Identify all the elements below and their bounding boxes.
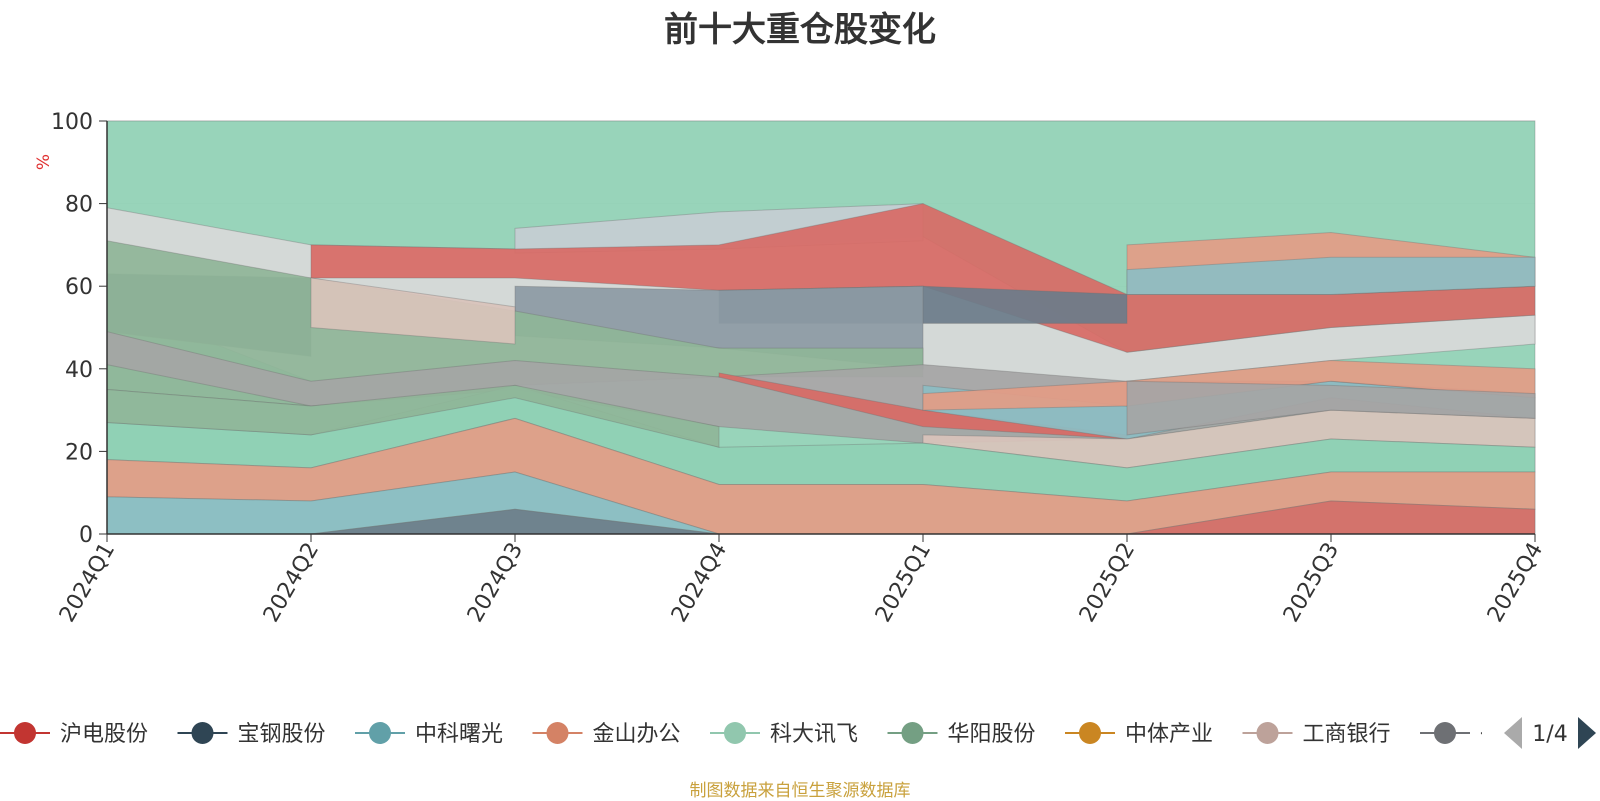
legend-circle-marker (1434, 722, 1456, 744)
legend-circle-marker (369, 722, 391, 744)
legend-circle-marker (546, 722, 569, 744)
legend-label: 工商银行 (1303, 722, 1391, 747)
y-axis-unit-label: % (34, 154, 54, 170)
legend-item[interactable]: 工商银行 (1242, 722, 1391, 747)
legend-circle-marker (191, 722, 214, 744)
legend-label: 金山办公 (593, 722, 681, 747)
legend: 沪电股份 宝钢股份 中科曙光 金山办公 科大讯飞 华阳股份 中体产业 工商银行 亻 (0, 722, 1502, 747)
legend-label: 沪电股份 (60, 722, 148, 747)
source-note: 制图数据来自恒生聚源数据库 (689, 781, 911, 801)
legend-item[interactable]: 宝钢股份 (177, 722, 326, 747)
area-band-16 (1126, 380, 1536, 436)
x-tick-label: 2024Q3 (463, 539, 528, 627)
legend-label: 中体产业 (1125, 722, 1213, 747)
legend-item[interactable]: 中体产业 (1065, 722, 1213, 747)
legend-label: 中科曙光 (415, 722, 503, 747)
legend-item[interactable]: 亻 (1420, 722, 1502, 747)
area-band-3 (310, 203, 1536, 353)
y-tick-label: 40 (65, 358, 93, 383)
legend-item[interactable]: 中科曙光 (355, 722, 503, 747)
y-tick-label: 0 (79, 523, 93, 548)
legend-item[interactable]: 金山办公 (532, 722, 681, 747)
area-bands (106, 120, 1536, 535)
x-tick-label: 2024Q4 (667, 539, 732, 627)
x-tick-label: 2025Q3 (1279, 539, 1344, 627)
legend-label: 科大讯飞 (770, 722, 858, 747)
y-tick-label: 80 (65, 193, 93, 218)
legend-circle-marker (1079, 722, 1101, 744)
area-band-18 (106, 384, 720, 448)
legend-next-page-button[interactable] (1578, 717, 1596, 749)
legend-prev-page-button[interactable] (1504, 717, 1522, 749)
y-tick-label: 20 (65, 440, 93, 465)
x-tick-label: 2025Q2 (1075, 539, 1140, 627)
x-tick-label: 2025Q4 (1483, 539, 1548, 627)
legend-circle-marker (14, 722, 36, 744)
legend-label: 华阳股份 (948, 722, 1036, 747)
chart-title: 前十大重仓股变化 (664, 10, 936, 50)
area-band-9 (310, 277, 516, 345)
legend-item[interactable]: 华阳股份 (887, 722, 1036, 747)
legend-item[interactable]: 沪电股份 (0, 722, 148, 747)
legend-label: 亻 (1480, 722, 1502, 747)
legend-item[interactable]: 科大讯飞 (710, 722, 858, 747)
legend-pager: 1/4 (1504, 717, 1596, 749)
legend-page-indicator: 1/4 (1532, 722, 1567, 747)
x-tick-label: 2024Q1 (55, 539, 120, 627)
legend-circle-marker (1256, 722, 1279, 744)
legend-circle-marker (724, 722, 746, 744)
x-tick-label: 2025Q1 (871, 539, 936, 627)
y-tick-label: 60 (65, 275, 93, 300)
x-tick-label: 2024Q2 (259, 539, 324, 627)
legend-label: 宝钢股份 (238, 722, 326, 747)
legend-circle-marker (901, 722, 924, 744)
y-tick-label: 100 (51, 110, 93, 135)
